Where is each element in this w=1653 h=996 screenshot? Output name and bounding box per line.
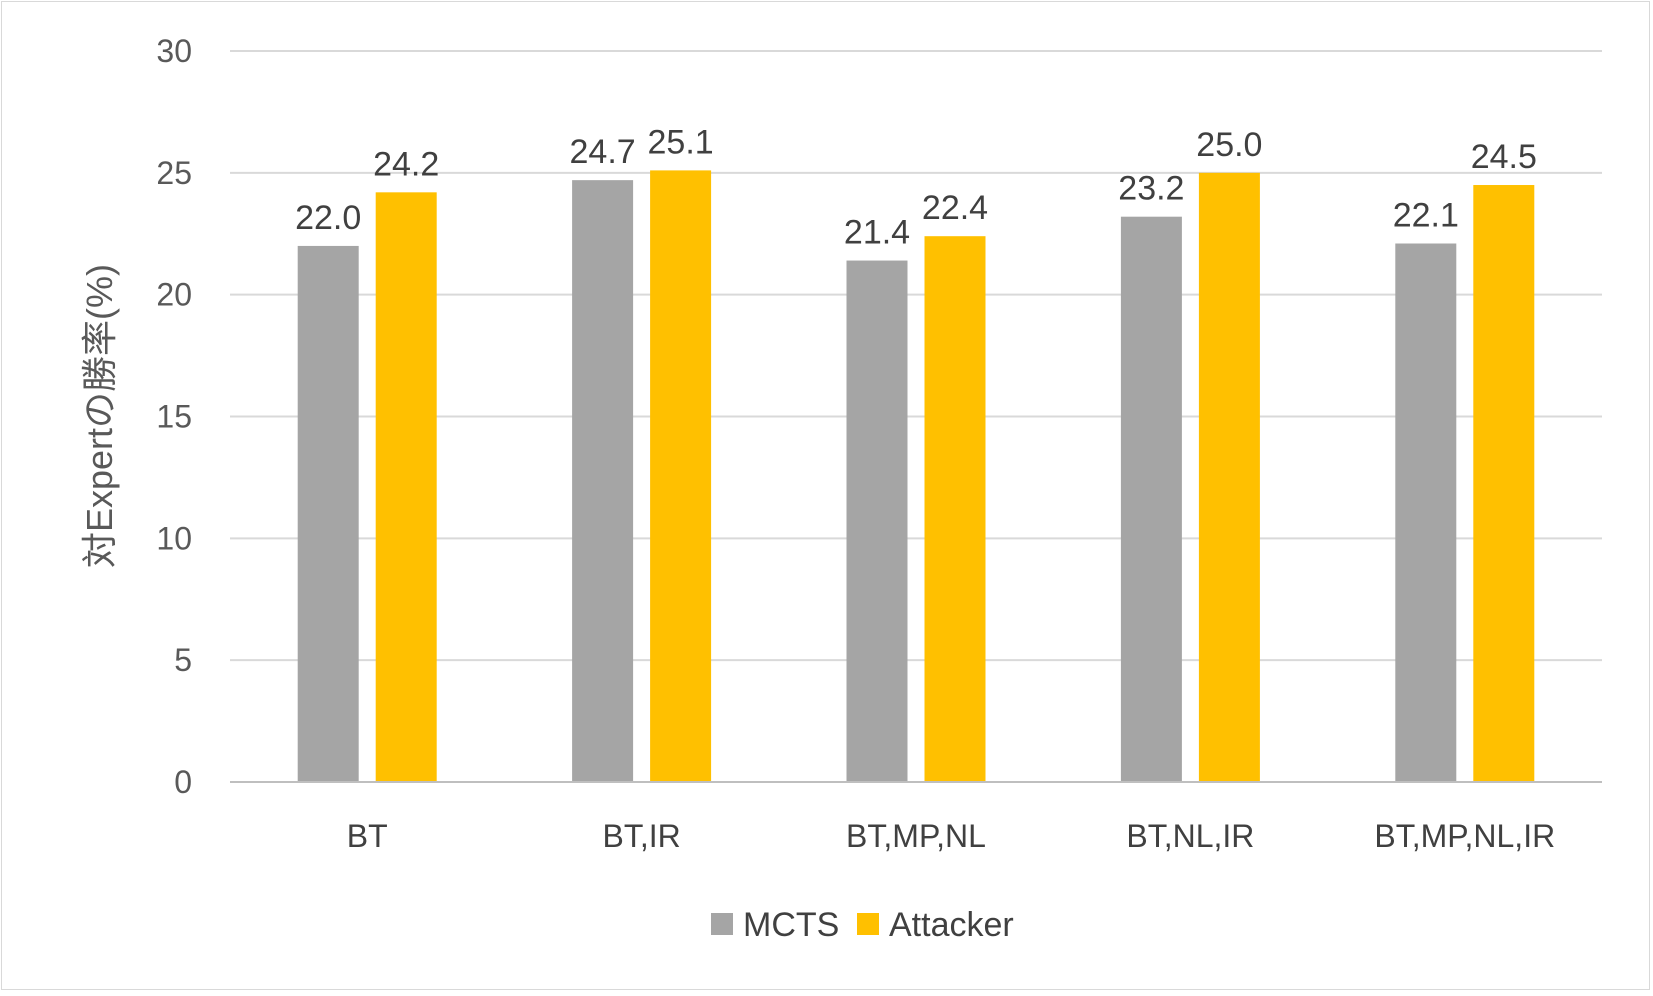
data-label: 23.2	[1118, 170, 1184, 208]
data-label: 21.4	[844, 214, 910, 252]
x-category-label: BT,MP,NL,IR	[1374, 818, 1555, 854]
data-label: 24.5	[1471, 138, 1537, 176]
y-tick-label: 15	[156, 399, 192, 435]
bar-attacker	[375, 192, 437, 782]
y-tick-label: 10	[156, 520, 192, 556]
y-tick-label: 20	[156, 277, 192, 313]
y-axis-ticks: 0 5 10 15 20 25 30	[156, 33, 192, 800]
gridlines	[230, 50, 1602, 662]
data-label: 24.2	[373, 145, 439, 183]
y-tick-label: 30	[156, 33, 192, 69]
legend-swatch-attacker	[857, 913, 879, 935]
data-label: 25.1	[648, 123, 714, 161]
bar-attacker	[650, 170, 712, 782]
x-category-label: BT,NL,IR	[1126, 818, 1254, 854]
data-label: 22.4	[922, 189, 988, 227]
bar-attacker	[924, 236, 986, 783]
data-label: 22.1	[1393, 196, 1459, 234]
legend-label-mcts: MCTS	[743, 906, 839, 944]
y-axis-title: 対Expertの勝率(%)	[79, 264, 120, 568]
bar-mcts	[297, 245, 359, 782]
bar-attacker	[1473, 185, 1535, 782]
bar-mcts	[1395, 243, 1457, 782]
legend-swatch-mcts	[711, 913, 733, 935]
bar-mcts	[846, 260, 908, 782]
data-labels: 22.0 24.2 24.7 25.1 21.4 22.4 23.2 25.0 22.1 24.5	[295, 123, 1537, 251]
y-tick-label: 25	[156, 155, 192, 191]
x-category-label: BT	[347, 818, 388, 854]
x-category-label: BT,IR	[602, 818, 680, 854]
data-label: 24.7	[570, 133, 636, 171]
legend: MCTS Attacker	[711, 906, 1014, 944]
y-tick-label: 5	[174, 642, 192, 678]
y-tick-label: 0	[174, 764, 192, 800]
x-axis-categories: BT BT,IR BT,MP,NL BT,NL,IR BT,MP,NL,IR	[347, 818, 1555, 854]
bar-mcts	[572, 180, 634, 783]
bar-attacker	[1198, 172, 1260, 783]
data-label: 22.0	[295, 199, 361, 237]
bars	[297, 170, 1535, 783]
legend-label-attacker: Attacker	[889, 906, 1014, 944]
data-label: 25.0	[1196, 126, 1262, 164]
x-category-label: BT,MP,NL	[846, 818, 986, 854]
bar-mcts	[1120, 216, 1182, 782]
